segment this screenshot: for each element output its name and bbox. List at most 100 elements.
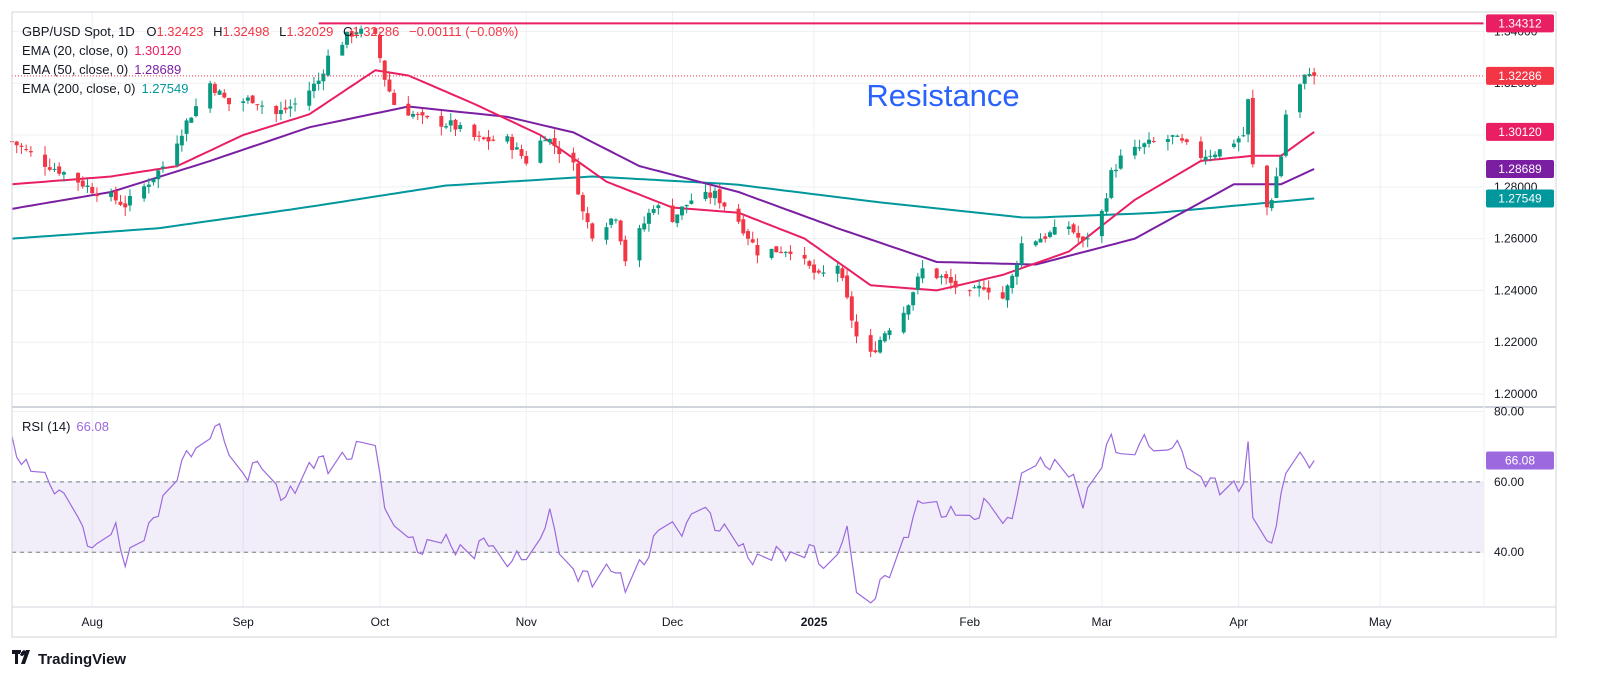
candle-body	[255, 104, 260, 106]
ema50-path	[11, 105, 1315, 266]
price-tick-label: 1.24000	[1494, 283, 1538, 297]
candle-body	[906, 305, 911, 315]
candle-body	[953, 280, 958, 288]
candle-body	[510, 136, 515, 151]
candle-body	[543, 140, 548, 142]
candle-body	[736, 208, 741, 222]
candle-body	[835, 265, 840, 274]
candle-body	[85, 185, 90, 188]
candle-body	[1184, 139, 1189, 143]
candle-body	[651, 209, 656, 213]
candle-body	[444, 126, 449, 128]
candle-body	[156, 170, 161, 180]
resistance-price-tag-bg	[1486, 14, 1554, 33]
candle-body	[278, 110, 283, 115]
time-tick-label: Nov	[516, 615, 537, 629]
ema20-price-tag-bg	[1486, 122, 1554, 141]
candle-body	[340, 44, 345, 56]
candle-body	[1005, 285, 1010, 301]
tradingview-logo[interactable]: TradingView	[12, 650, 126, 668]
candle-body	[425, 115, 430, 118]
candle-body	[915, 276, 920, 290]
tradingview-icon	[12, 650, 34, 668]
candle-body	[118, 201, 123, 205]
candle-body	[514, 147, 519, 150]
price-tick-label: 1.26000	[1494, 232, 1538, 246]
ema20-legend[interactable]: EMA (20, close, 0) 1.30120	[22, 43, 181, 59]
candle-body	[420, 112, 425, 116]
candle-body	[184, 120, 189, 134]
candle-body	[802, 254, 807, 259]
candle-body	[1203, 156, 1208, 161]
candle-body	[1033, 241, 1038, 246]
candle-body	[1099, 210, 1104, 237]
resistance-annotation[interactable]: Resistance	[866, 78, 1019, 113]
rsi-path	[11, 422, 1315, 604]
candle-body	[646, 212, 651, 224]
candle-body	[28, 151, 33, 153]
candle-body	[637, 228, 642, 261]
ema200-legend[interactable]: EMA (200, close, 0) 1.27549	[22, 81, 188, 97]
candle-body	[887, 330, 892, 336]
candle-body	[1175, 135, 1180, 137]
time-tick-label: 2025	[801, 615, 828, 629]
candle-body	[194, 106, 198, 117]
candle-body	[217, 90, 222, 95]
candle-body	[316, 80, 321, 85]
candle-body	[816, 270, 821, 273]
candle-body	[812, 264, 817, 273]
ema50-price-tag-bg	[1486, 159, 1554, 178]
candle-body	[24, 149, 29, 151]
time-tick-label: Dec	[662, 615, 683, 629]
candle-body	[878, 339, 883, 353]
time-tick-label: Oct	[371, 615, 390, 629]
close-value: 1.32286	[352, 24, 400, 39]
candle-body	[19, 145, 24, 147]
candle-body	[1198, 141, 1203, 158]
ema50-price-tag: 1.28689	[1498, 162, 1542, 176]
candle-body	[90, 186, 95, 194]
ema200-label: EMA (200, close, 0)	[22, 81, 136, 96]
candle-body	[354, 32, 359, 35]
candle-body	[717, 189, 722, 204]
chart-frame	[11, 11, 1557, 638]
rsi-legend[interactable]: RSI (14) 66.08	[22, 419, 109, 435]
candle-body	[1298, 84, 1302, 113]
time-tick-label: Mar	[1092, 615, 1113, 629]
candle-body	[378, 35, 382, 59]
high-key: H	[213, 24, 223, 39]
ema20-label: EMA (20, close, 0)	[22, 43, 129, 58]
ema50-label: EMA (50, close, 0)	[22, 62, 129, 77]
ema50-legend[interactable]: EMA (50, close, 0) 1.28689	[22, 62, 181, 78]
candle-body	[854, 321, 859, 337]
symbol-title[interactable]: GBP/USD Spot, 1D	[22, 24, 135, 39]
candle-body	[349, 31, 354, 37]
time-tick-label: Sep	[232, 615, 254, 629]
candle-body	[1165, 139, 1170, 143]
candle-body	[821, 272, 826, 274]
brand-name: TradingView	[38, 650, 127, 668]
candle-body	[113, 190, 118, 201]
candle-body	[1236, 138, 1241, 143]
candle-body	[1132, 146, 1137, 156]
candle-body	[972, 287, 977, 289]
rsi-tick-label: 60.00	[1494, 475, 1524, 489]
rsi-tick-label: 40.00	[1494, 545, 1524, 559]
candle-body	[1014, 264, 1019, 277]
candle-body	[491, 139, 496, 141]
candle-body	[576, 163, 581, 195]
candle-body	[519, 149, 524, 157]
candle-body	[920, 268, 925, 279]
candle-body	[1279, 156, 1284, 177]
candle-body	[845, 275, 850, 298]
candle-body	[61, 172, 66, 175]
candle-body	[344, 31, 349, 45]
resistance-price-tag: 1.34312	[1498, 16, 1542, 30]
rsi-value: 66.08	[76, 419, 109, 434]
candlestick-series[interactable]	[10, 25, 1317, 358]
candle-body	[307, 90, 312, 106]
candle-body	[1010, 275, 1015, 289]
candle-body	[538, 140, 543, 163]
candle-body	[901, 312, 906, 333]
